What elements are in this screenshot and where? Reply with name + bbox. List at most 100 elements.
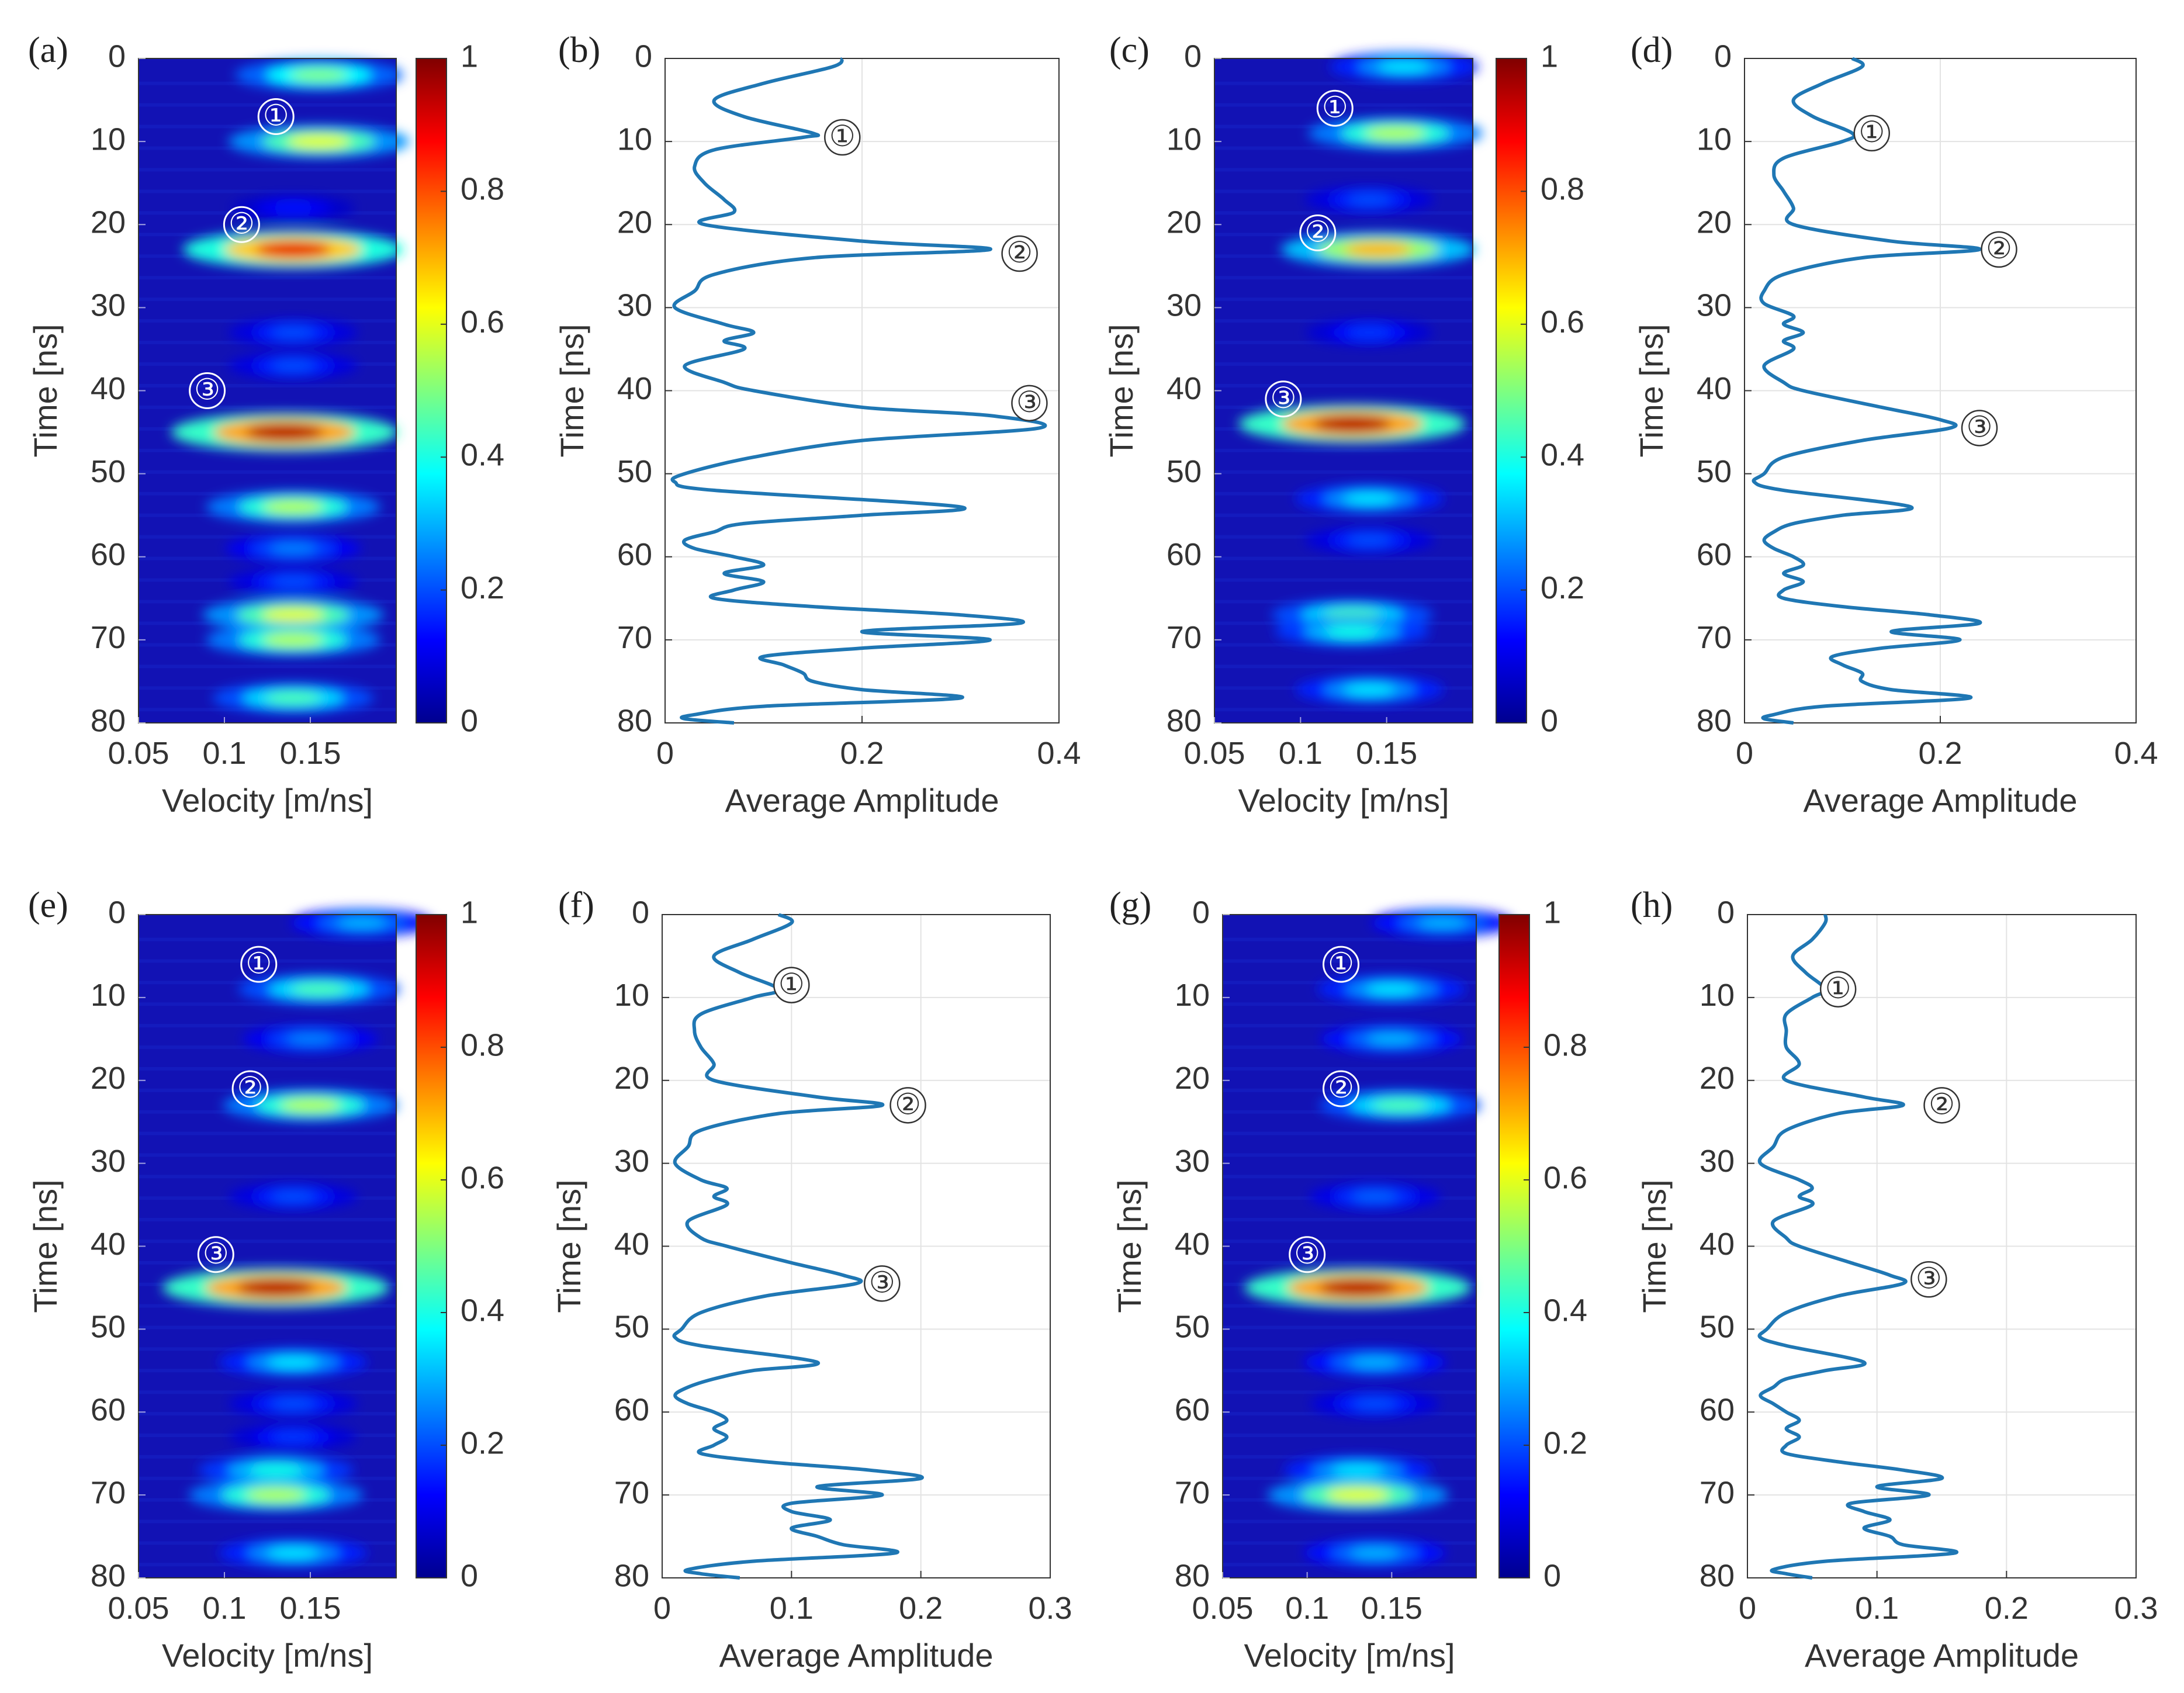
y-tick-label: 60 xyxy=(91,537,126,572)
panel-b: (b) 0 0.2 0.4 ① ② ③ 0 10 20 30 40 50 60 70 80 Average Am… xyxy=(553,30,1081,819)
y-tick-label: 20 xyxy=(91,205,126,240)
x-tick-label: 0.15 xyxy=(279,1591,341,1626)
x-tick-label: 0 xyxy=(1736,736,1753,771)
heatmap-streak xyxy=(139,103,396,107)
heatmap-blob-core xyxy=(290,68,348,82)
colorbar-tick-label: 0.6 xyxy=(1541,304,1584,340)
y-tick-label: 10 xyxy=(614,978,649,1013)
heatmap-streak xyxy=(139,276,396,280)
heatmap-streak xyxy=(139,470,396,474)
y-tick-label: 50 xyxy=(1697,454,1732,489)
y-tick-label: 80 xyxy=(1697,703,1732,738)
colorbar-tick-label: 0.8 xyxy=(1543,1027,1587,1062)
y-axis-label: Time [ns] xyxy=(27,324,64,457)
marker-circle xyxy=(824,119,861,156)
x-axis-label: Velocity [m/ns] xyxy=(1238,782,1449,819)
x-tick-label: 0.1 xyxy=(202,736,246,771)
x-tick-label: 0 xyxy=(656,736,674,771)
y-tick-label: 30 xyxy=(614,1144,649,1179)
marker-label: ② xyxy=(1304,216,1331,248)
heatmap-blob-core xyxy=(1344,683,1395,696)
heatmap-streak xyxy=(139,383,396,387)
heatmap-blob-core xyxy=(271,576,316,587)
heatmap-streak xyxy=(1214,211,1473,215)
heatmap-streak xyxy=(139,297,396,302)
y-tick-label: 50 xyxy=(1175,1310,1210,1345)
x-axis-label: Average Amplitude xyxy=(725,782,999,819)
y-tick-label: 20 xyxy=(614,1061,649,1096)
x-tick-label: 0 xyxy=(1739,1591,1756,1626)
heatmap-streak xyxy=(1214,708,1473,712)
marker-circle xyxy=(1001,235,1038,272)
marker-circle xyxy=(257,98,295,135)
y-tick-label: 70 xyxy=(617,620,652,655)
y-tick-label: 60 xyxy=(1175,1393,1210,1428)
y-tick-label: 50 xyxy=(614,1310,649,1345)
heatmap-blob-core xyxy=(1372,1099,1428,1112)
x-tick-label: 0.1 xyxy=(1279,736,1323,771)
panel-label-c: (c) xyxy=(1109,30,1150,70)
panel-label-d: (d) xyxy=(1631,30,1673,70)
marker-label: ① xyxy=(778,968,805,1000)
marker-circle xyxy=(189,372,226,409)
marker-label: ② xyxy=(229,207,255,240)
y-tick-label: 20 xyxy=(1700,1061,1735,1096)
heatmap-streak xyxy=(139,1261,396,1265)
heatmap-blob-core xyxy=(1352,1190,1398,1203)
colorbar-tick-label: 1 xyxy=(1541,39,1558,74)
y-tick-label: 50 xyxy=(1167,454,1202,489)
heatmap-blob-core xyxy=(271,360,316,372)
heatmap-streak xyxy=(1223,1002,1476,1006)
heatmap-blob-core xyxy=(1350,1356,1400,1369)
heatmap-streak xyxy=(139,405,396,409)
heatmap-streak xyxy=(139,168,396,172)
heatmap-blob-core xyxy=(271,1398,316,1410)
x-axis-label: Velocity [m/ns] xyxy=(1244,1637,1455,1674)
heatmap-blob-core xyxy=(255,241,331,258)
x-axis-label: Velocity [m/ns] xyxy=(162,1637,373,1674)
marker-label: ③ xyxy=(1294,1237,1320,1270)
y-tick-label: 0 xyxy=(1192,895,1210,930)
y-tick-label: 0 xyxy=(108,39,126,74)
heatmap-blob-core xyxy=(1347,194,1392,206)
panel-f: (f) 0 0.1 0.2 0.3 ① ② ③ 0 10 20 30 40 50 60 70 80 Average… xyxy=(551,885,1072,1674)
y-tick-label: 0 xyxy=(1714,39,1732,74)
colorbar xyxy=(1498,914,1530,1578)
marker-label: ② xyxy=(1986,232,2012,265)
panel-d: (d) 0 0.2 0.4 ① ② ③ 0 10 20 30 40 50 60 70 80 Average Am… xyxy=(1631,30,2158,819)
marker-circle xyxy=(864,1265,901,1302)
y-tick-label: 20 xyxy=(617,205,652,240)
heatmap-blobs xyxy=(162,909,433,1567)
y-tick-label: 0 xyxy=(635,39,652,74)
heatmap-blob-core xyxy=(267,1356,319,1369)
heatmap-streak xyxy=(1214,664,1473,669)
marker-circle xyxy=(240,946,278,983)
y-tick-label: 80 xyxy=(1700,1558,1735,1593)
y-tick-label: 70 xyxy=(1175,1475,1210,1510)
y-tick-label: 80 xyxy=(617,703,652,738)
y-tick-label: 40 xyxy=(91,1227,126,1262)
marker-label: ③ xyxy=(1270,382,1296,414)
heatmap-streak xyxy=(1223,1175,1476,1179)
x-tick-label: 0.05 xyxy=(1192,1591,1253,1626)
heatmap-streak xyxy=(139,1067,396,1071)
y-tick-label: 10 xyxy=(1167,122,1202,157)
heatmap-streak xyxy=(139,1002,396,1006)
y-tick-label: 70 xyxy=(91,620,126,655)
colorbar-tick-label: 0 xyxy=(1543,1558,1561,1593)
y-axis-label: Time [ns] xyxy=(27,1179,64,1313)
heatmap-blob-core xyxy=(271,327,316,338)
x-tick-label: 0.05 xyxy=(1183,736,1245,771)
y-axis-label: Time [ns] xyxy=(1636,1179,1673,1313)
x-tick-label: 0.1 xyxy=(1285,1591,1329,1626)
heatmap-streak xyxy=(1214,448,1473,452)
colorbar-tick-label: 0.2 xyxy=(1541,570,1584,605)
colorbar-tick-label: 0.4 xyxy=(461,1293,504,1328)
y-axis-label: Time [ns] xyxy=(551,1179,587,1313)
colorbar-tick-label: 0.4 xyxy=(461,437,504,472)
marker-circle xyxy=(1853,115,1890,152)
panel-label-b: (b) xyxy=(558,30,600,70)
marker-label: ① xyxy=(1825,972,1851,1005)
y-tick-label: 70 xyxy=(1697,620,1732,655)
y-tick-label: 40 xyxy=(614,1227,649,1262)
